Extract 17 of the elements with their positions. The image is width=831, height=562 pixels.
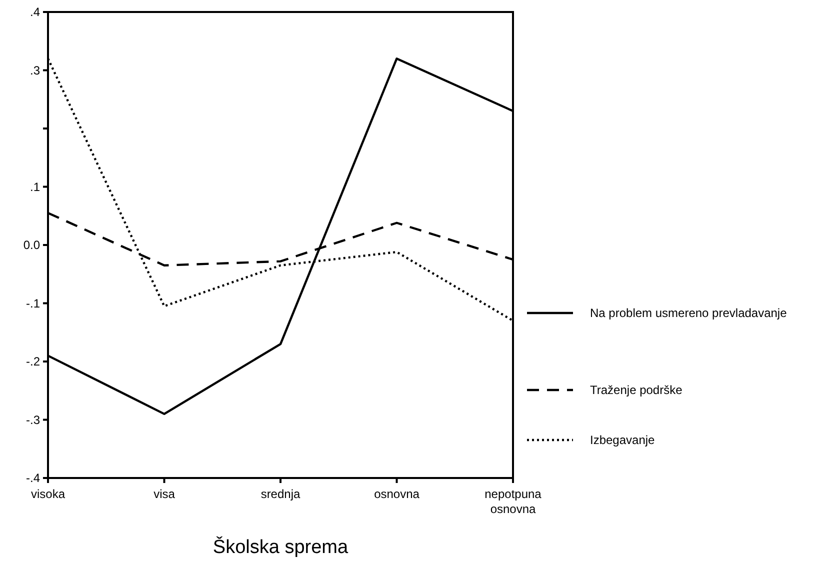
y-tick-label: .4	[30, 5, 40, 20]
y-tick-label: -.1	[26, 296, 40, 310]
x-axis-title: Školska sprema	[212, 536, 349, 558]
y-tick-label: -.4	[26, 471, 40, 486]
x-tick-label: osnovna	[374, 487, 420, 501]
x-tick-label: nepotpuna osnovna	[484, 487, 542, 516]
y-tick-label: -.3	[26, 412, 40, 427]
legend-label: Na problem usmereno prevladavanje	[590, 306, 788, 320]
legend-label: Izbegavanje	[590, 433, 656, 448]
x-tick-label: srednja	[260, 487, 301, 501]
y-tick-label: -.2	[26, 354, 40, 369]
legend-label: Traženje podrške	[590, 383, 683, 398]
x-tick-label: visa	[154, 487, 176, 501]
y-tick-label: .3	[30, 63, 40, 78]
y-tick-label: .1	[30, 180, 40, 194]
x-tick-label: visoka	[30, 487, 66, 501]
y-tick-label: 0.0	[23, 238, 40, 252]
